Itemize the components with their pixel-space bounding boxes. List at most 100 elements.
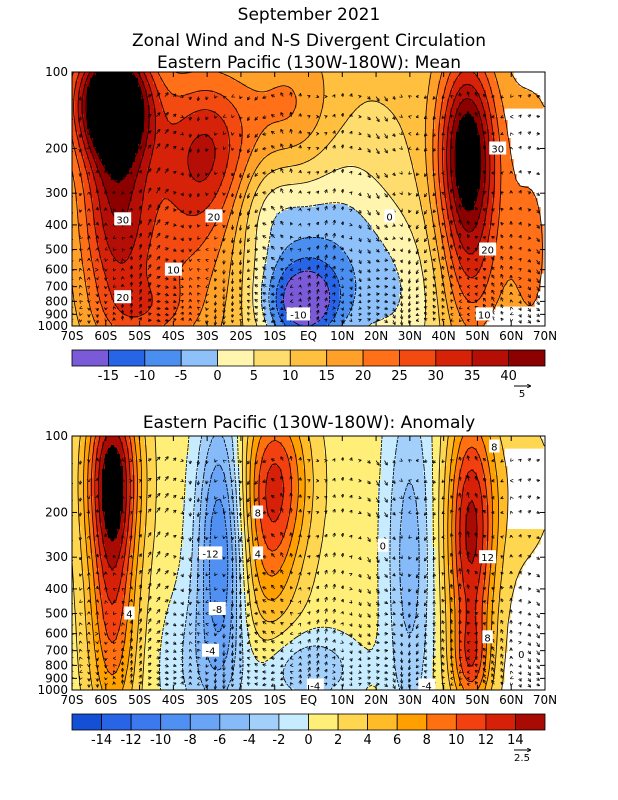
fill-cell [186,258,217,262]
fill-cell [78,114,85,118]
fill-cell [426,228,436,232]
fill-cell [477,219,487,223]
fill-cell [93,138,142,142]
fill-cell [186,93,223,97]
contour-label: 10 [167,266,180,277]
fill-cell [324,75,430,79]
fill-cell [441,237,448,241]
fill-cell [108,201,130,205]
fill-cell [423,267,433,271]
x-tick-label: EQ [300,329,317,343]
fill-cell [81,177,88,181]
fill-cell [216,153,229,157]
fill-cell [231,207,241,211]
fill-cell [501,171,514,175]
fill-cell [483,204,487,208]
circulation-arrow [131,317,132,321]
fill-cell [348,255,391,259]
fill-cell [486,177,490,181]
fill-cell [498,210,541,214]
fill-cell [102,162,133,166]
fill-cell [393,111,427,115]
fill-cell [357,108,391,112]
fill-cell [180,291,208,295]
fill-cell [273,189,385,193]
fill-cell [444,282,451,286]
fill-cell [345,120,400,124]
fill-cell [162,81,241,85]
fill-cell [453,126,460,130]
fill-cell [324,102,364,106]
fill-cell [444,192,451,196]
fill-cell [498,81,517,85]
fill-cell [150,282,181,286]
fill-cell [477,225,484,229]
fill-cell [255,273,265,277]
fill-cell [480,150,487,154]
fill-cell [384,186,418,190]
fill-cell [261,210,283,214]
fill-cell [192,144,214,148]
fill-cell [489,189,496,193]
fill-cell [465,228,475,232]
fill-cell [138,84,145,88]
fill-cell [354,297,400,301]
fill-cell [246,231,256,235]
fill-cell [429,246,439,250]
fill-cell [150,111,157,115]
fill-cell [441,261,448,265]
fill-cell [123,261,148,265]
fill-cell [81,249,91,253]
fill-cell [144,129,148,133]
fill-cell [495,99,502,103]
fill-cell [252,294,262,298]
fill-cell [390,108,427,112]
fill-cell [84,279,97,283]
circulation-arrow [215,294,216,297]
contour-label: 30 [491,145,504,156]
fill-cell [486,126,493,130]
x-tick-label: 40N [432,329,456,343]
fill-cell [336,132,403,136]
circulation-arrow [215,173,216,174]
fill-cell [141,207,160,211]
fill-cell [435,105,442,109]
fill-cell [495,138,499,142]
fill-cell [246,192,256,196]
fill-cell [432,156,439,160]
fill-cell [498,117,505,121]
fill-cell [159,204,175,208]
fill-cell [450,120,454,124]
fill-cell [438,246,445,250]
circulation-arrow [409,173,410,174]
fill-cell [414,177,427,181]
fill-cell [486,111,490,115]
fill-cell [501,445,544,449]
panel2-title: Eastern Pacific (130W-180W): Anomaly [143,413,475,433]
fill-cell [249,216,259,220]
fill-cell [492,222,499,226]
fill-cell [519,291,538,295]
fill-cell [438,249,445,253]
fill-cell [255,270,265,274]
fill-cell [318,120,346,124]
colorbar-tick-label: 30 [428,369,445,384]
fill-cell [180,294,208,298]
colorbar-tick-label: 10 [282,369,299,384]
y-tick-label: 100 [45,65,68,79]
fill-cell [480,117,487,121]
fill-cell [210,171,226,175]
fill-cell [87,156,94,160]
fill-cell [228,132,244,136]
fill-cell [87,102,145,106]
fill-cell [354,111,394,115]
fill-cell [93,177,103,181]
fill-cell [126,216,142,220]
fill-cell [483,201,490,205]
fill-cell [480,213,487,217]
fill-cell [441,105,448,109]
fill-cell [465,273,478,277]
fill-cell [87,168,94,172]
fill-cell [429,183,436,187]
fill-cell [450,174,457,178]
